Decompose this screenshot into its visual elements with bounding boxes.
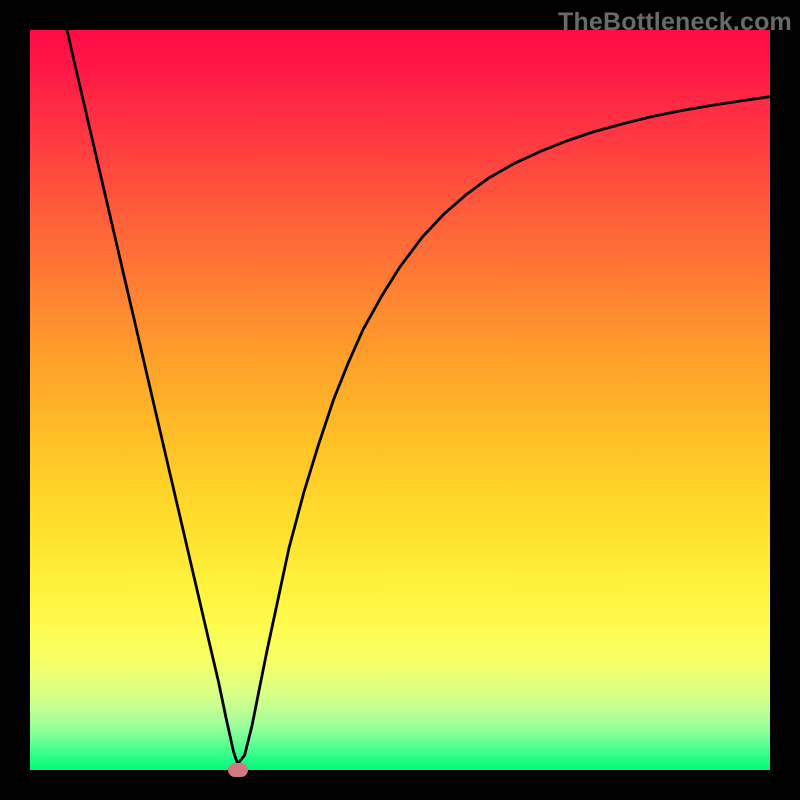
watermark-label: TheBottleneck.com [558, 8, 792, 36]
watermark-text: TheBottleneck.com [558, 8, 792, 37]
curve-svg [30, 30, 770, 770]
plot-area [30, 30, 770, 770]
minimum-marker [228, 763, 248, 777]
bottleneck-curve [67, 30, 770, 763]
